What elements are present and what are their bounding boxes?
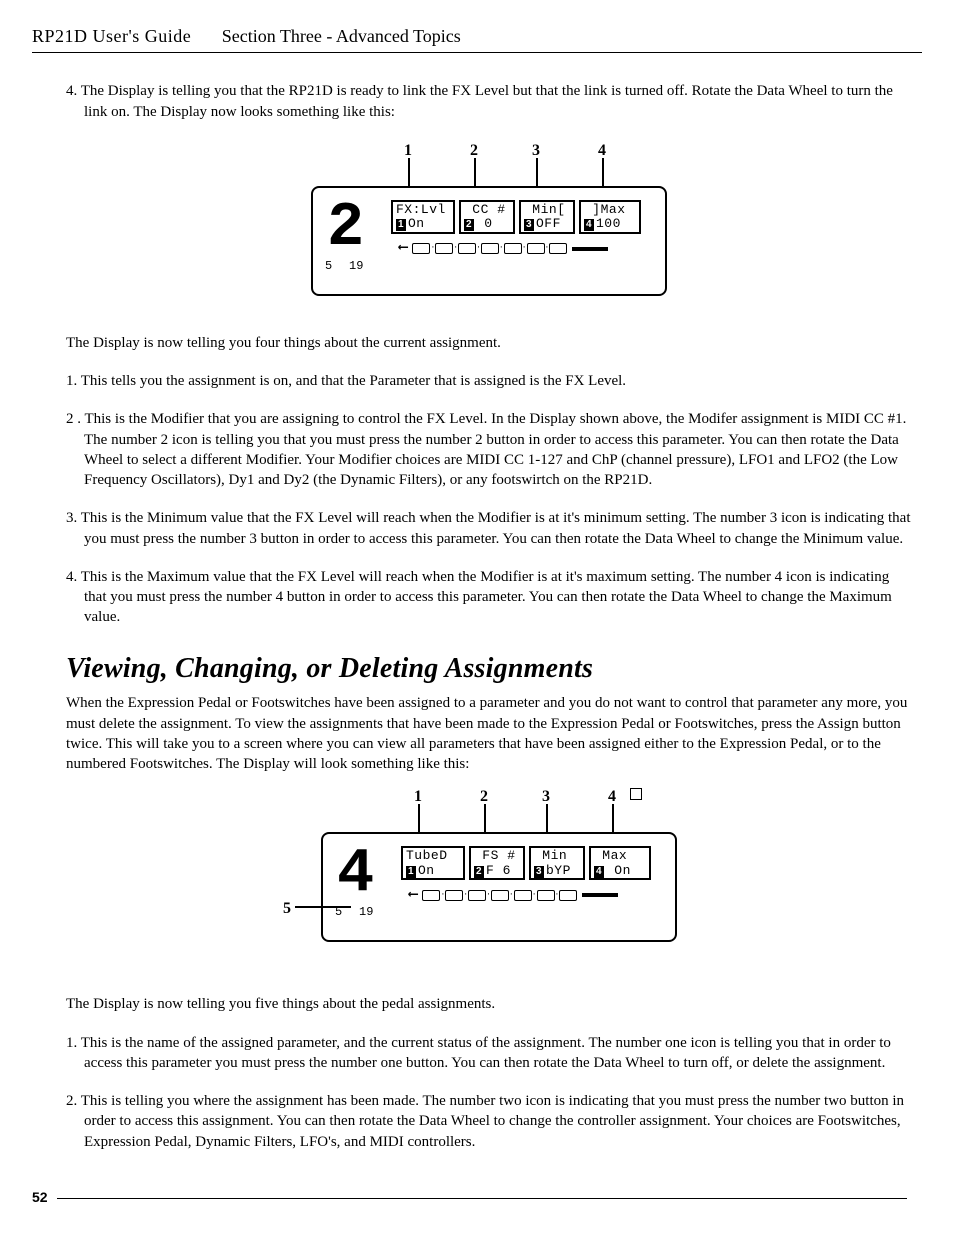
- list1-item-1: 1. This tells you the assignment is on, …: [66, 371, 912, 391]
- intro-step-4: 4. The Display is telling you that the R…: [66, 81, 912, 122]
- lcd-cell: ]Max4100: [579, 200, 641, 234]
- lcd-cell: TubeD1On: [401, 846, 465, 880]
- callout-line: [484, 804, 486, 834]
- lcd-cell: Max4 On: [589, 846, 651, 880]
- seven-segment-display: 2519: [321, 194, 385, 272]
- lcd-cell: FS #2F 6: [469, 846, 525, 880]
- callout-line: [612, 804, 614, 834]
- list1-item-3: 3. This is the Minimum value that the FX…: [66, 508, 912, 549]
- header-rule: [32, 52, 922, 53]
- callout-line: [418, 804, 420, 834]
- lcd-cell: Min3bYP: [529, 846, 585, 880]
- callout-line: [602, 158, 604, 188]
- page-header: RP21D User's Guide Section Three - Advan…: [32, 24, 922, 48]
- lcd-diagram-2: 12344519TubeD1On FS #2F 6 Min3bYP Max4 O…: [66, 786, 912, 966]
- section-intro: When the Expression Pedal or Footswitche…: [66, 693, 912, 774]
- para-after-diagram-2: The Display is now telling you five thin…: [66, 994, 912, 1014]
- lcd-cell: Min[3OFF: [519, 200, 575, 234]
- corner-indicator-icon: [630, 788, 642, 800]
- footer-rule: [57, 1198, 907, 1199]
- list1-item-4: 4. This is the Maximum value that the FX…: [66, 567, 912, 628]
- lcd-diagram-1: 12342519FX:Lvl1On CC #2 0 Min[3OFF ]Max4…: [66, 140, 912, 305]
- page-footer: 52: [32, 1188, 922, 1207]
- header-guide-title: RP21D User's Guide: [32, 26, 191, 46]
- section-title-viewing: Viewing, Changing, or Deleting Assignmen…: [66, 650, 912, 688]
- body: 4. The Display is telling you that the R…: [66, 81, 912, 1152]
- callout-line: [295, 906, 351, 908]
- callout-line: [536, 158, 538, 188]
- callout-line: [408, 158, 410, 188]
- lcd-cell: CC #2 0: [459, 200, 515, 234]
- lcd-signal-chain: ⟵······: [409, 886, 659, 904]
- list2-item-2: 2. This is telling you where the assignm…: [66, 1091, 912, 1152]
- callout-line: [474, 158, 476, 188]
- lcd-cell: FX:Lvl1On: [391, 200, 455, 234]
- callout-number-left: 5: [283, 898, 291, 920]
- header-section-title: Section Three - Advanced Topics: [222, 26, 461, 46]
- page-number: 52: [32, 1189, 48, 1205]
- list2-item-1: 1. This is the name of the assigned para…: [66, 1033, 912, 1074]
- para-after-diagram-1: The Display is now telling you four thin…: [66, 333, 912, 353]
- list1-item-2: 2 . This is the Modifier that you are as…: [66, 409, 912, 490]
- lcd-signal-chain: ⟵······: [399, 240, 649, 258]
- callout-line: [546, 804, 548, 834]
